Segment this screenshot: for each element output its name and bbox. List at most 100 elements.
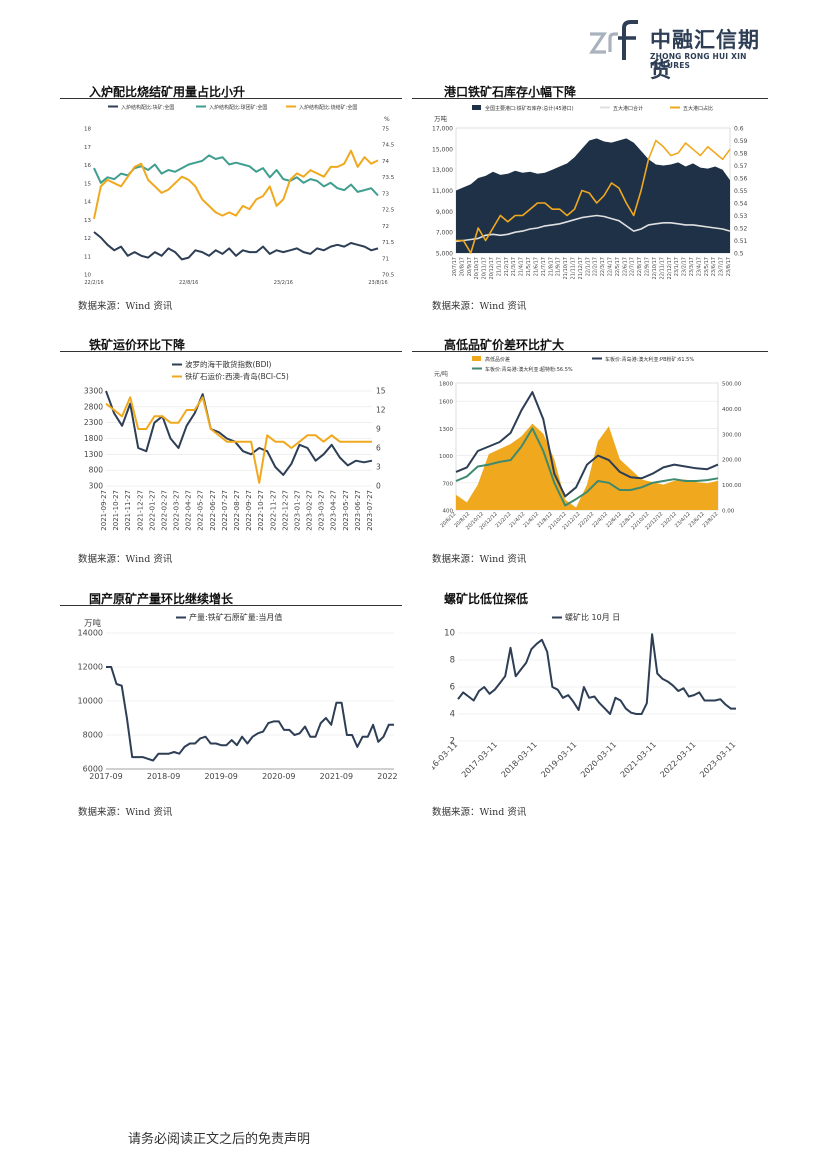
x-tick-label: 22/5/17 [615, 257, 621, 276]
x-tick-label: 2021-12-27 [136, 490, 144, 531]
title-rule [60, 351, 402, 352]
title-rule [412, 98, 768, 99]
panel-title-sinter-ratio: 入炉配比烧结矿用量占比小升 [89, 85, 246, 99]
x-tick-label: 23/5/17 [704, 257, 710, 276]
legend-label: 入炉结构配比:块矿:全国 [121, 104, 174, 111]
x-tick-label: 2023-05-27 [342, 490, 350, 531]
x-tick-label: 2018-09 [147, 772, 180, 781]
y-tick-label-right: 74 [382, 159, 389, 165]
line-series [93, 149, 379, 220]
y-tick-label-right: 75 [382, 127, 389, 133]
x-tick-label: 2023-07-27 [366, 490, 374, 531]
y-tick-label: 3300 [84, 387, 103, 396]
x-tick-label: 20/11/17 [482, 257, 488, 279]
x-tick-label: 21/8/17 [548, 257, 554, 276]
line-series [455, 391, 719, 498]
y-tick-label: 1600 [439, 400, 453, 406]
chart-port-inventory: 5,000 7,000 9,000 11,000 13,000 15,000 17,000 0… [432, 105, 748, 279]
x-tick-label: 2018-03-11 [500, 740, 539, 779]
y-tick-label-right: 400.00 [722, 407, 742, 413]
y-tick-label: 17,000 [432, 126, 453, 133]
x-tick-label: 21/4/17 [519, 257, 525, 276]
y-tick-label: 13,000 [432, 167, 453, 174]
y-tick-label-right: 0.58 [734, 151, 748, 158]
y-tick-label: 700 [443, 481, 454, 487]
x-tick-label: 22/2/17 [593, 257, 599, 276]
data-source: 数据来源：Wind 资讯 [432, 301, 527, 312]
x-tick-label: 2022-03-11 [658, 740, 697, 779]
y-tick-label: 14 [84, 200, 91, 206]
y-tick-label-right: 200.00 [722, 458, 742, 464]
panel-title-grade-spread: 高低品矿价差环比扩大 [444, 338, 565, 352]
legend-label: 入炉结构配比:烧结矿:全国 [299, 104, 357, 111]
x-tick-label: 2022-03-27 [173, 490, 181, 531]
legend-label: 车板价:青岛港:澳大利亚:超特粉:56.5% [485, 366, 573, 373]
y-tick-label: 1300 [439, 427, 453, 433]
x-tick-label: 22/1/17 [585, 257, 591, 276]
data-source: 数据来源：Wind 资讯 [432, 554, 527, 565]
logo-chinese-name: 中融汇信期货 [650, 28, 760, 82]
x-tick-label: 20/10/17 [474, 257, 480, 279]
x-tick-label: 21/3/17 [511, 257, 517, 276]
legend-label: 螺矿比 10月 日 [565, 612, 620, 622]
y-tick-label: 8 [450, 656, 455, 666]
y-tick-label-right: 100.00 [722, 483, 742, 489]
y-tick-label: 15 [84, 181, 91, 187]
x-tick-label: 21/11/17 [570, 257, 576, 279]
y-tick-label: 10 [444, 629, 455, 639]
y-tick-label-right: 0.53 [734, 213, 748, 220]
line-series [455, 427, 719, 507]
y-tick-label-right: 0.54 [734, 201, 748, 208]
y-tick-label: 4 [450, 710, 455, 720]
x-tick-label: 23/3/17 [689, 257, 695, 276]
panel-title-port-inventory: 港口铁矿石库存小幅下降 [444, 85, 577, 99]
x-tick-label: 2022-11-27 [269, 490, 277, 531]
legend-swatch [472, 105, 481, 110]
y-tick-label: 14000 [78, 629, 103, 638]
x-tick-label: 22/8/16 [179, 280, 198, 286]
x-tick-label: 20/8/17 [459, 257, 465, 276]
y-tick-label-right: 0.00 [722, 509, 735, 515]
y-tick-label: 16 [84, 163, 91, 169]
y-tick-label-right: 15 [376, 387, 386, 396]
legend-label: 铁矿石运价:西澳-青岛(BCI-C5) [185, 371, 289, 381]
line-series [105, 396, 372, 484]
x-tick-label: 2019-09 [204, 772, 237, 781]
y-tick-label-right: 500.00 [722, 382, 742, 388]
y-tick-label-right: 0.59 [734, 138, 748, 145]
line-series [106, 666, 394, 762]
y-tick-label: 8000 [83, 731, 103, 740]
x-tick-label: 2022-06-27 [209, 490, 217, 531]
x-tick-label: 2022-02-27 [160, 490, 168, 531]
chart-freight: 300 800 1300 1800 2300 2800 3300 0 3 6 9 12 15 2021-0… [84, 359, 386, 531]
y-tick-label: 400 [443, 509, 454, 515]
data-source: 数据来源：Wind 资讯 [78, 554, 173, 565]
y-tick-label: 17 [84, 145, 91, 151]
x-tick-label: 2022-05-27 [197, 490, 205, 531]
line-series [457, 633, 736, 715]
x-tick-label: 2020-09 [262, 772, 295, 781]
y-tick-label-right: 71 [382, 256, 389, 262]
x-tick-label: 22/8/17 [637, 257, 643, 276]
y-tick-label: 12000 [78, 663, 103, 672]
x-tick-label: 2017-09 [89, 772, 122, 781]
x-tick-label: 23/8/12 [702, 511, 720, 529]
x-tick-label: 22/7/17 [630, 257, 636, 276]
y-tick-label: 1300 [84, 450, 103, 459]
chart-sinter-ratio: 10 11 12 13 14 15 16 17 18 70.5 71 71.5 72 72.5 73 73.5… [84, 104, 395, 286]
x-tick-label: 2022-04-27 [185, 490, 193, 531]
y-tick-label: 1000 [439, 454, 453, 460]
x-tick-label: 20/9/17 [467, 257, 473, 276]
y-tick-label: 10000 [78, 697, 103, 706]
x-tick-label: 22/2/16 [84, 280, 103, 286]
x-tick-label: 21/1/17 [496, 257, 502, 276]
y-tick-label-right: 0.51 [734, 238, 748, 245]
legend-label: 波罗的海干散货指数(BDI) [185, 359, 272, 369]
y-tick-label: 300 [89, 482, 104, 491]
x-tick-label: 21/2/17 [504, 257, 510, 276]
y-tick-label: 6000 [83, 765, 103, 774]
legend-label: 五大港口合计 [613, 105, 643, 112]
x-tick-label: 2022-12-27 [281, 490, 289, 531]
y-tick-label-right: 0.55 [734, 188, 748, 195]
chart-grade-spread: 400 700 1000 1300 1600 1800 0.00 100.00 200.00 30… [434, 356, 742, 531]
